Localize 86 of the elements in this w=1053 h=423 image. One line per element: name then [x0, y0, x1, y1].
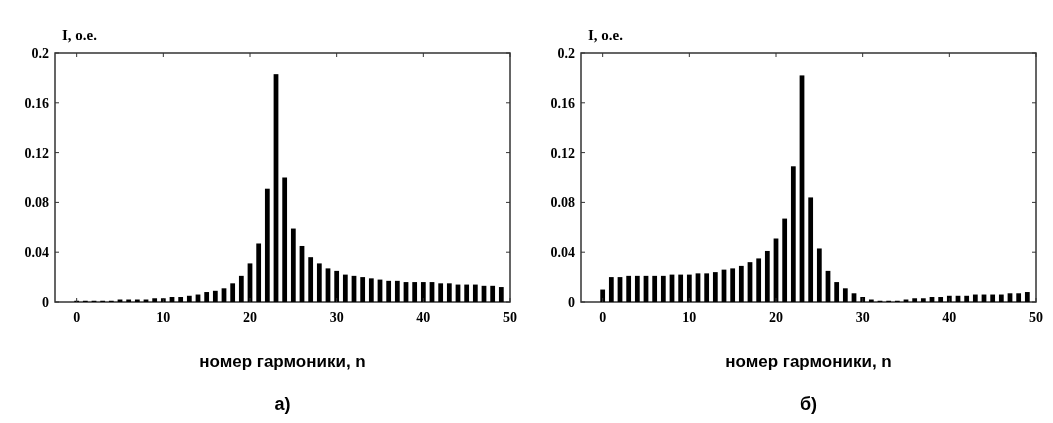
bar: [790, 166, 796, 302]
y-tick-label: 0.2: [557, 45, 575, 61]
bar: [842, 288, 848, 302]
bar: [756, 258, 762, 302]
y-axis-title: I, o.e.: [588, 27, 624, 43]
bar: [660, 275, 666, 302]
bar: [490, 285, 496, 302]
y-tick-label: 0.16: [24, 95, 49, 111]
bar: [230, 283, 236, 302]
x-tick-label: 10: [156, 310, 171, 325]
y-tick-label: 0.08: [550, 195, 575, 211]
bar: [712, 272, 718, 302]
y-axis-title: I, o.e.: [62, 27, 98, 43]
x-axis-title: номер гармоники, n: [725, 352, 892, 371]
bar: [308, 257, 314, 302]
bar: [938, 297, 944, 302]
bar: [360, 277, 366, 302]
bar: [498, 287, 504, 302]
bar: [290, 228, 296, 302]
x-tick-label: 30: [329, 310, 344, 325]
y-tick-label: 0.04: [550, 245, 575, 261]
x-tick-label: 0: [73, 310, 81, 325]
bar: [972, 294, 978, 302]
bar: [600, 289, 606, 302]
bar: [368, 278, 374, 302]
text: б): [799, 394, 818, 414]
bar: [204, 292, 210, 302]
bar: [1024, 292, 1030, 302]
bar: [964, 295, 970, 302]
bar: [816, 248, 822, 302]
bar: [472, 284, 478, 302]
bar: [342, 274, 348, 302]
bar: [282, 177, 288, 302]
bar: [686, 274, 692, 302]
x-tick-label: 20: [243, 310, 257, 325]
bar: [464, 284, 470, 302]
y-tick-label: 0.12: [550, 145, 575, 161]
x-tick-label: 40: [416, 310, 431, 325]
y-tick-label: 0.08: [24, 195, 49, 211]
bar: [178, 297, 184, 302]
y-tick-label: 0.16: [550, 95, 575, 111]
bar: [334, 270, 340, 302]
bar: [990, 294, 996, 302]
bar: [920, 298, 926, 302]
bar: [764, 250, 770, 302]
bar: [186, 295, 192, 302]
bar: [264, 188, 270, 302]
bar: [316, 263, 322, 302]
x-tick-label: 50: [503, 310, 517, 325]
y-tick-label: 0.04: [24, 245, 49, 261]
bar: [782, 218, 788, 302]
bar: [998, 294, 1004, 302]
bar: [438, 283, 444, 302]
y-tick-label: 0: [42, 294, 49, 310]
x-axis-title: номер гармоники, n: [199, 352, 366, 371]
x-tick-label: 50: [1029, 310, 1043, 325]
bar: [678, 274, 684, 302]
y-tick-label: 0.12: [24, 145, 49, 161]
bar: [412, 282, 418, 302]
bar: [446, 283, 452, 302]
bar: [386, 280, 392, 302]
bar: [238, 275, 244, 302]
bar: [634, 275, 640, 302]
bar: [420, 282, 426, 302]
bar: [1016, 293, 1022, 302]
bar: [730, 268, 736, 302]
bar: [212, 290, 218, 302]
text: а): [274, 394, 291, 414]
x-tick-label: 0: [599, 310, 607, 325]
bar: [626, 275, 632, 302]
y-tick-label: 0: [568, 294, 575, 310]
bar: [256, 243, 262, 302]
x-tick-label: 30: [855, 310, 870, 325]
bar: [652, 275, 658, 302]
x-tick-label: 20: [769, 310, 783, 325]
bar: [608, 277, 614, 302]
bar: [394, 280, 400, 302]
bar: [738, 265, 744, 302]
bar: [834, 282, 840, 302]
bar: [808, 197, 814, 302]
y-tick-label: 0.2: [31, 45, 49, 61]
bar: [704, 273, 710, 302]
bar: [912, 298, 918, 302]
bar: [152, 298, 158, 302]
x-tick-label: 10: [682, 310, 697, 325]
x-tick-label: 40: [942, 310, 957, 325]
